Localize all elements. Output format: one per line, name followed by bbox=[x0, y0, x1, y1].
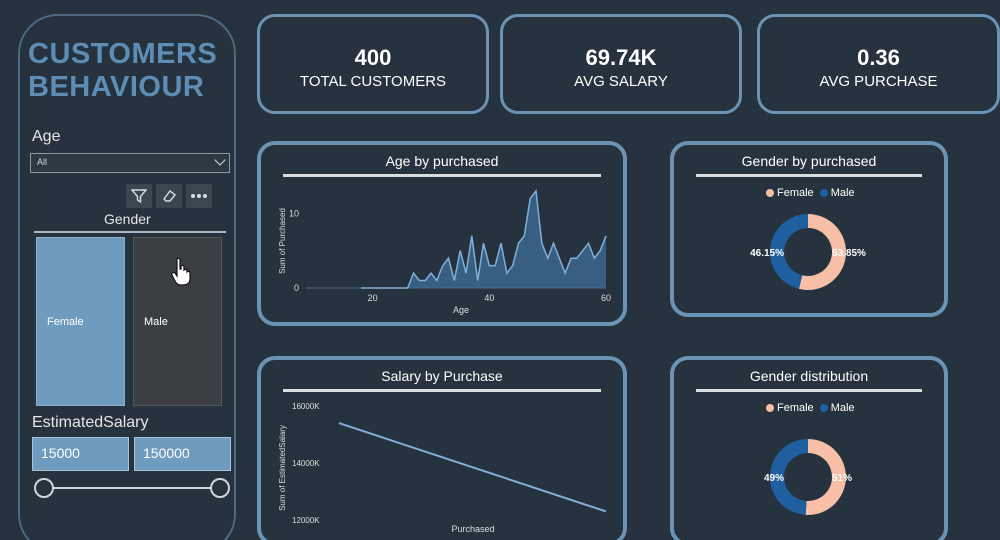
series-line bbox=[338, 422, 607, 513]
male-data-label: 49% bbox=[764, 473, 784, 484]
female-data-label: 53.85% bbox=[832, 248, 866, 259]
y-tick-label: 10 bbox=[289, 208, 299, 218]
chart-title: Salary by Purchase bbox=[381, 368, 503, 384]
gender-female-button[interactable]: Female bbox=[36, 237, 125, 406]
title-underline bbox=[283, 389, 601, 392]
chart-title: Gender distribution bbox=[749, 368, 869, 384]
y-tick-label: 0 bbox=[294, 283, 299, 293]
x-axis-title: Purchased bbox=[451, 524, 494, 534]
x-tick-label: 40 bbox=[484, 293, 494, 303]
legend-female: Female bbox=[766, 402, 814, 414]
legend-male: Male bbox=[819, 402, 855, 414]
male-slice bbox=[770, 214, 808, 289]
gender-divider bbox=[34, 231, 226, 233]
x-tick-label: 20 bbox=[368, 293, 378, 303]
female-slice bbox=[805, 439, 846, 515]
chart-title: Gender by purchased bbox=[741, 153, 877, 169]
legend-male: Male bbox=[819, 187, 855, 199]
salary-filter-label: EstimatedSalary bbox=[32, 414, 149, 431]
kpi-value: 69.74K bbox=[585, 45, 657, 70]
age-filter-label: Age bbox=[32, 128, 61, 145]
chart-legend: Female Male bbox=[766, 402, 855, 414]
kpi-caption: AVG PURCHASE bbox=[819, 73, 938, 90]
salary-slider-track[interactable] bbox=[46, 487, 222, 489]
chart-title: Age by purchased bbox=[385, 153, 499, 169]
kpi-caption: AVG SALARY bbox=[574, 73, 668, 90]
male-data-label: 46.15% bbox=[750, 248, 784, 259]
title-line-2: BEHAVIOUR bbox=[28, 71, 205, 103]
chart-legend: Female Male bbox=[766, 187, 855, 199]
legend-label: Female bbox=[777, 402, 814, 414]
gender-filter-label: Gender bbox=[104, 211, 151, 227]
kpi-value: 400 bbox=[354, 45, 392, 70]
y-axis-title: Sum of EstimatedSalary bbox=[278, 425, 287, 511]
area-fill bbox=[361, 191, 606, 288]
slicer-toolbar bbox=[126, 184, 212, 208]
gender-distribution-card: Gender distribution Female Male 51% 49% bbox=[670, 356, 948, 540]
y-tick-label: 14000K bbox=[292, 459, 320, 468]
x-axis-title: Age bbox=[453, 305, 469, 315]
title-line-1: CUSTOMERS bbox=[28, 38, 218, 70]
male-slice bbox=[769, 438, 808, 515]
legend-label: Male bbox=[830, 187, 855, 199]
legend-dot bbox=[766, 189, 774, 198]
legend-dot bbox=[766, 404, 774, 413]
gender-distribution-donut[interactable]: 51% 49% bbox=[674, 360, 944, 540]
age-area-chart[interactable]: 0 10 20 40 60 Age Sum of Purchased bbox=[261, 145, 623, 322]
series-line bbox=[361, 189, 607, 289]
kpi-avg-purchase: 0.36 AVG PURCHASE bbox=[757, 14, 1000, 114]
gender-purchased-donut[interactable]: 53.85% 46.15% bbox=[674, 145, 944, 313]
salary-slider-max-handle[interactable] bbox=[210, 478, 230, 498]
gender-by-purchased-card: Gender by purchased Female Male 53.85% 46… bbox=[670, 141, 948, 317]
kpi-caption: TOTAL CUSTOMERS bbox=[299, 73, 447, 90]
title-underline bbox=[696, 389, 922, 392]
filter-panel: CUSTOMERS BEHAVIOUR Age All Gender Femal… bbox=[18, 14, 236, 540]
y-tick-label: 16000K bbox=[292, 402, 320, 411]
salary-min-input[interactable]: 15000 bbox=[32, 437, 129, 471]
legend-label: Female bbox=[777, 187, 814, 199]
salary-max-input[interactable]: 150000 bbox=[134, 437, 231, 471]
legend-female: Female bbox=[766, 187, 814, 199]
title-underline bbox=[283, 174, 601, 177]
x-tick-label: 60 bbox=[601, 293, 611, 303]
more-options-icon[interactable] bbox=[186, 184, 212, 208]
salary-slider-min-handle[interactable] bbox=[34, 478, 54, 498]
hand-cursor-icon bbox=[171, 257, 191, 286]
kpi-total-customers: 400 TOTAL CUSTOMERS bbox=[257, 14, 489, 114]
kpi-avg-salary: 69.74K AVG SALARY bbox=[500, 14, 742, 114]
eraser-icon[interactable] bbox=[156, 184, 182, 208]
chevron-down-icon bbox=[214, 154, 226, 166]
salary-by-purchase-card: Salary by Purchase 16000K 14000K 12000K Pur… bbox=[257, 356, 627, 540]
legend-dot bbox=[819, 404, 828, 413]
y-tick-label: 12000K bbox=[292, 516, 320, 525]
dashboard-title: CUSTOMERS BEHAVIOUR bbox=[28, 38, 217, 104]
y-axis-title: Sum of Purchased bbox=[278, 208, 287, 274]
female-data-label: 51% bbox=[832, 473, 852, 484]
salary-line-chart[interactable]: 16000K 14000K 12000K Purchased Sum of Estima… bbox=[261, 360, 623, 540]
female-slice bbox=[798, 214, 847, 290]
age-dropdown-value: All bbox=[37, 157, 48, 167]
age-by-purchased-card: Age by purchased 0 10 20 40 60 Age Sum of Purc… bbox=[257, 141, 627, 326]
title-underline bbox=[696, 174, 922, 177]
age-dropdown[interactable]: All bbox=[30, 153, 230, 173]
legend-label: Male bbox=[830, 402, 855, 414]
kpi-value: 0.36 bbox=[857, 45, 900, 70]
filter-icon[interactable] bbox=[126, 184, 152, 208]
legend-dot bbox=[819, 189, 828, 198]
